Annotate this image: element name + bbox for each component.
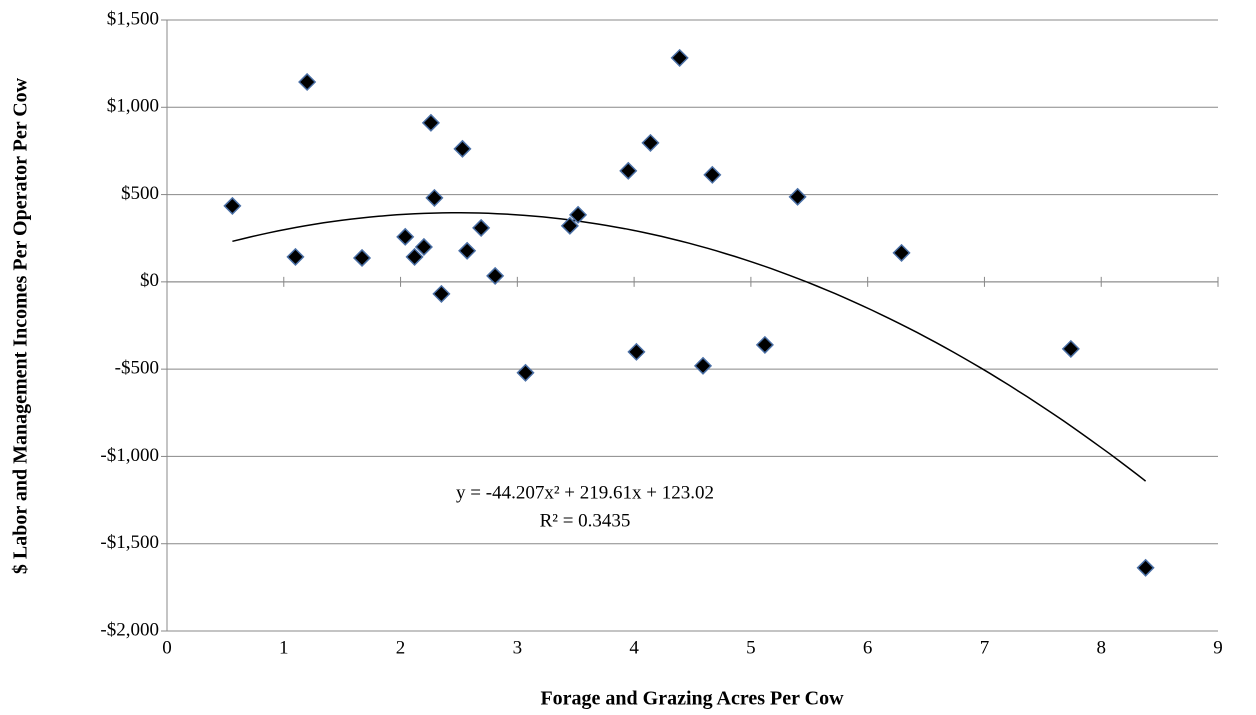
x-tick-label: 6	[863, 637, 873, 658]
data-point	[286, 247, 305, 266]
data-point	[641, 133, 660, 152]
data-point	[619, 161, 638, 180]
trendline-r-squared: R² = 0.3435	[540, 510, 631, 531]
data-point	[627, 342, 646, 361]
y-tick-label: $0	[140, 270, 159, 291]
data-point	[670, 48, 689, 67]
data-point	[421, 113, 440, 132]
x-tick-label: 2	[396, 637, 406, 658]
data-point	[755, 335, 774, 354]
y-tick-label: -$2,000	[100, 619, 159, 640]
data-point	[405, 247, 424, 266]
data-point	[1061, 339, 1080, 358]
y-tick-label: -$1,000	[100, 445, 159, 466]
data-point	[516, 363, 535, 382]
y-tick-label: $500	[121, 183, 159, 204]
x-tick-label: 3	[513, 637, 523, 658]
data-point	[703, 165, 722, 184]
data-point	[472, 218, 491, 237]
x-tick-label: 4	[629, 637, 639, 658]
x-tick-label: 1	[279, 637, 289, 658]
data-point	[432, 284, 451, 303]
x-tick-label: 8	[1096, 637, 1106, 658]
data-point	[568, 205, 588, 224]
data-point	[223, 196, 242, 215]
x-tick-label: 9	[1213, 637, 1223, 658]
y-axis-title: $ Labor and Management Incomes Per Opera…	[10, 77, 32, 574]
y-tick-label: -$500	[115, 358, 159, 379]
y-tick-label: -$1,500	[100, 532, 159, 553]
data-point	[396, 227, 415, 246]
trendline	[232, 212, 1147, 482]
data-point	[788, 187, 807, 206]
data-point	[560, 216, 579, 235]
data-point	[1136, 558, 1155, 577]
x-axis-title: Forage and Grazing Acres Per Cow	[540, 688, 844, 710]
data-point	[892, 243, 911, 262]
y-tick-label: $1,000	[107, 96, 159, 117]
data-point	[298, 72, 317, 92]
x-tick-label: 7	[980, 637, 990, 658]
data-point	[453, 139, 472, 158]
data-point	[414, 237, 433, 257]
data-point	[425, 188, 444, 207]
data-point	[693, 356, 713, 375]
data-point	[458, 241, 477, 260]
x-tick-label: 0	[162, 637, 172, 658]
trendline-equation: y = -44.207x² + 219.61x + 123.02	[456, 482, 714, 503]
y-tick-label: $1,500	[107, 8, 159, 29]
data-point	[486, 266, 505, 285]
x-tick-label: 5	[746, 637, 756, 658]
data-point	[352, 248, 372, 268]
